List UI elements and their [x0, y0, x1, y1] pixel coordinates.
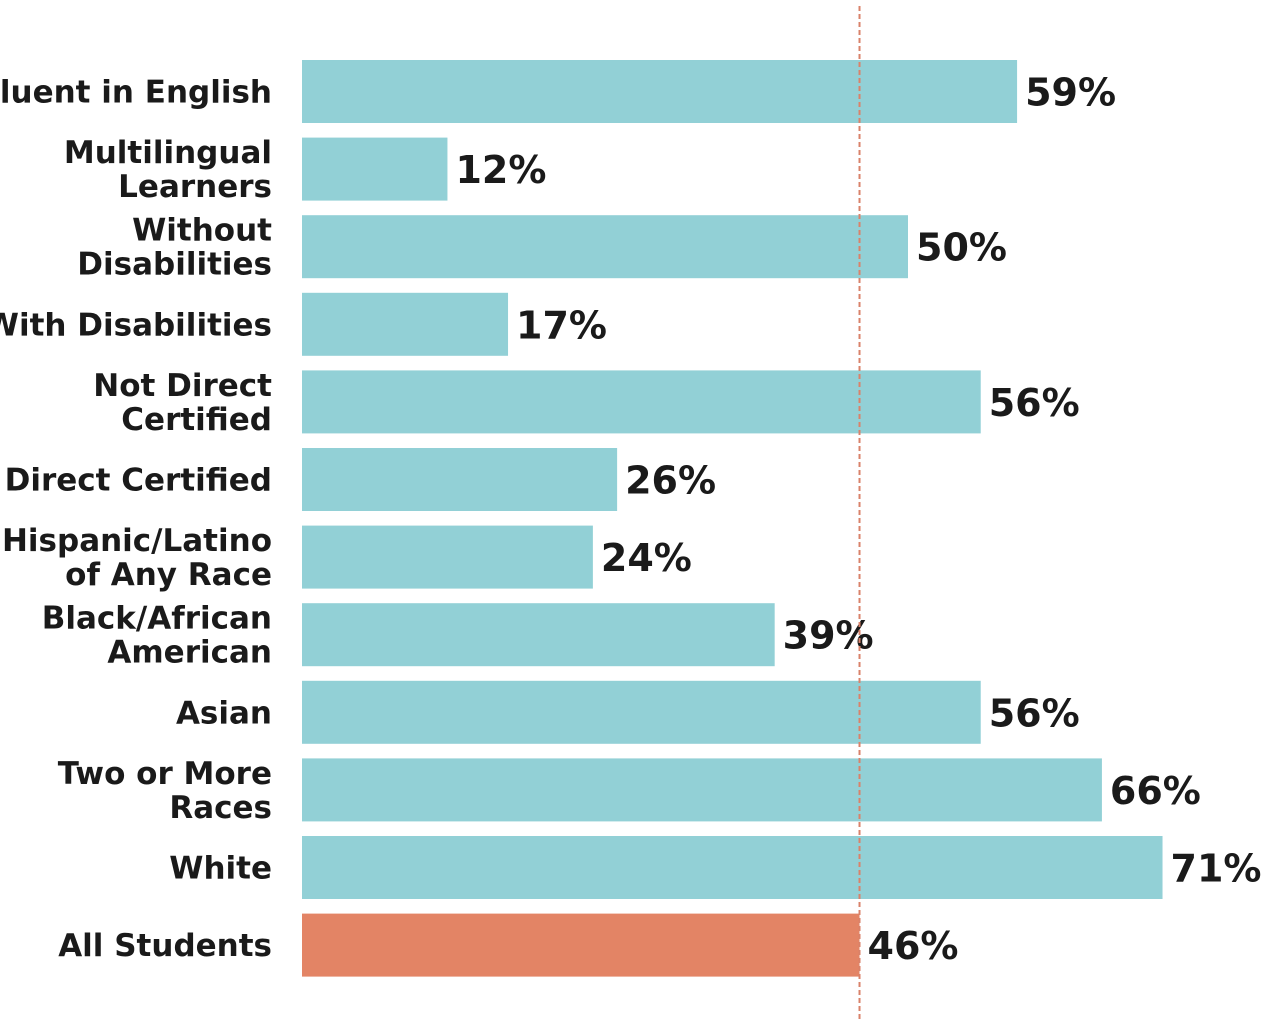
category-label-direct-certified: Direct Certified — [5, 463, 272, 499]
bar-fluent-in-english — [302, 60, 1018, 123]
bar-not-direct-certified — [302, 370, 981, 434]
value-label-two-or-more-races: 66% — [1110, 769, 1201, 813]
value-label-hispanic-latino-of-any-race: 24% — [601, 536, 692, 580]
category-labels: Fluent in English Multilingual Learners Wit… — [0, 75, 272, 965]
bar-white — [302, 836, 1163, 899]
bar-with-disabilities — [302, 292, 509, 356]
category-label-multilingual-learners: Multilingual Learners — [64, 135, 272, 205]
bar-all-students — [302, 913, 860, 977]
bars — [302, 60, 1163, 977]
category-label-with-disabilities: With Disabilities — [0, 307, 272, 343]
bar-direct-certified — [302, 448, 618, 511]
category-label-white: White — [169, 851, 272, 887]
value-labels: 59% 12% 50% 17% 56% 26% 24% 39% 56% 66% 71% 46% — [455, 71, 1261, 969]
bar-asian — [302, 680, 981, 744]
category-label-black-african-american: Black/African American — [42, 601, 272, 671]
bar-multilingual-learners — [302, 137, 448, 201]
category-label-hispanic-latino-of-any-race: Hispanic/Latino of Any Race — [2, 523, 272, 593]
value-label-direct-certified: 26% — [625, 459, 716, 503]
category-label-fluent-in-english: Fluent in English — [0, 75, 272, 111]
bar-without-disabilities — [302, 215, 908, 279]
value-label-not-direct-certified: 56% — [989, 381, 1080, 425]
category-label-two-or-more-races: Two or More Races — [58, 756, 272, 826]
bar-two-or-more-races — [302, 758, 1102, 822]
category-label-not-direct-certified: Not Direct Certified — [93, 368, 272, 438]
value-label-white: 71% — [1171, 847, 1262, 891]
bar-hispanic-latino-of-any-race — [302, 525, 593, 589]
category-label-without-disabilities: Without Disabilities — [77, 213, 272, 283]
value-label-fluent-in-english: 59% — [1025, 71, 1116, 115]
value-label-without-disabilities: 50% — [916, 226, 1007, 270]
value-label-all-students: 46% — [868, 924, 959, 968]
category-label-all-students: All Students — [58, 928, 272, 964]
bar-black-african-american — [302, 603, 775, 667]
value-label-asian: 56% — [989, 691, 1080, 735]
value-label-multilingual-learners: 12% — [455, 148, 546, 192]
value-label-black-african-american: 39% — [783, 614, 874, 658]
value-label-with-disabilities: 17% — [516, 303, 607, 347]
category-label-asian: Asian — [176, 695, 272, 731]
